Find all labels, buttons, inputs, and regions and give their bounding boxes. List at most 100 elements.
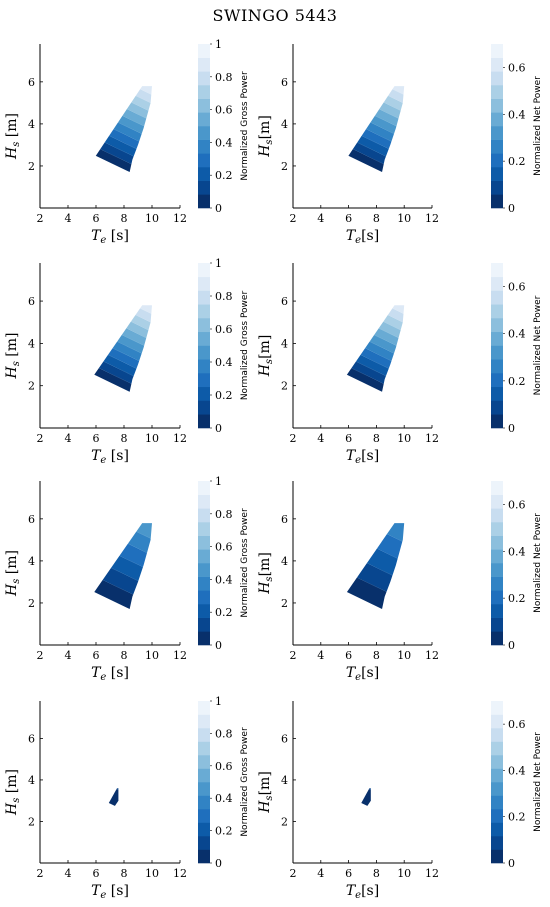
y-tick-label: 2	[281, 815, 288, 828]
colorbar-swatch	[198, 386, 210, 401]
contour-band	[75, 523, 152, 567]
x-tick-label: 10	[397, 867, 411, 880]
colorbar-tick-label: 0.6	[508, 718, 526, 731]
colorbar-swatch	[491, 112, 503, 127]
x-axis-label: Te[s]	[346, 448, 379, 466]
colorbar-swatch	[198, 590, 210, 605]
colorbar-tick-label: 0.4	[215, 136, 233, 149]
y-tick-label: 4	[281, 337, 288, 350]
colorbar-label: Normalized Net Power	[533, 295, 543, 395]
colorbar-tick-label: 0	[508, 639, 515, 652]
colorbar-label: Normalized Net Power	[533, 513, 543, 613]
x-tick-label: 6	[93, 867, 100, 880]
x-tick-label: 4	[65, 212, 72, 225]
colorbar-swatch	[198, 576, 210, 591]
contour-fill	[327, 523, 405, 620]
x-tick-label: 8	[373, 432, 380, 445]
colorbar-swatch	[198, 331, 210, 346]
colorbar-swatch	[198, 714, 210, 729]
colorbar: 0 0.2 0.4 0.6 Normalized Net Power	[491, 701, 543, 870]
colorbar-tick-label: 0.6	[215, 104, 233, 117]
x-tick-label: 10	[145, 212, 159, 225]
y-tick-label: 6	[281, 732, 288, 745]
colorbar-tick-label: 0	[508, 422, 515, 435]
colorbar-swatch	[198, 126, 210, 140]
x-tick-label: 10	[397, 649, 411, 662]
y-tick-label: 4	[28, 337, 35, 350]
contour-band	[327, 305, 405, 403]
contour-fill	[327, 305, 405, 403]
x-tick-label: 2	[37, 432, 44, 445]
colorbar-swatch	[491, 276, 503, 291]
colorbar-swatch	[198, 98, 210, 113]
colorbar-tick-label: 0.6	[508, 498, 526, 511]
colorbar-label: Normalized Gross Power	[240, 727, 250, 837]
colorbar-swatch	[491, 809, 503, 823]
contour-band	[75, 317, 152, 403]
contour-band	[327, 317, 405, 403]
x-tick-label: 4	[65, 432, 72, 445]
contour-band	[338, 89, 405, 183]
contour-band	[86, 86, 152, 122]
colorbar-swatch	[491, 180, 503, 195]
y-axis-label: Hs [m]	[4, 550, 22, 597]
y-tick-label: 6	[28, 295, 35, 308]
colorbar-tick-label: 0.8	[215, 71, 233, 84]
colorbar-swatch	[198, 701, 210, 715]
colorbar-swatch	[491, 386, 503, 401]
colorbar-swatch	[198, 167, 210, 181]
y-axis-label: Hs[m]	[257, 115, 275, 158]
colorbar-swatch	[198, 400, 210, 415]
colorbar-tick-label: 0.6	[215, 760, 233, 773]
contour-fill	[75, 305, 152, 403]
colorbar-swatch	[198, 494, 210, 509]
colorbar-tick-label: 0.2	[508, 592, 526, 605]
x-tick-label: 8	[121, 649, 128, 662]
colorbar-swatch	[198, 755, 210, 769]
colorbar-tick-label: 0.6	[508, 61, 526, 74]
colorbar: 0 0.2 0.4 0.6 0.8 1 Normalized Gross Power	[198, 475, 250, 652]
contour-band	[327, 326, 405, 403]
colorbar: 0 0.2 0.4 0.6 0.8 1 Normalized Gross Power	[198, 38, 250, 215]
contour-band	[75, 523, 152, 620]
x-tick-label: 4	[65, 649, 72, 662]
x-tick-label: 8	[373, 212, 380, 225]
colorbar-swatch	[491, 331, 503, 346]
colorbar-swatch	[491, 85, 503, 99]
contour-band	[327, 523, 405, 570]
colorbar-swatch	[491, 71, 503, 86]
x-tick-label: 2	[290, 212, 297, 225]
contour-band	[350, 788, 371, 824]
y-tick-label: 2	[281, 597, 288, 610]
y-tick-label: 2	[28, 160, 35, 173]
x-tick-label: 8	[121, 432, 128, 445]
y-tick-label: 2	[28, 815, 35, 828]
colorbar-swatch	[491, 701, 503, 715]
colorbar-swatch	[491, 290, 503, 305]
contour-fill	[86, 86, 152, 183]
contour-band	[86, 86, 152, 131]
colorbar-tick-label: 0	[215, 422, 222, 435]
x-tick-label: 6	[345, 649, 352, 662]
colorbar-tick-label: 0.4	[215, 356, 233, 369]
x-tick-label: 12	[425, 432, 439, 445]
x-axis-label: Te[s]	[346, 665, 379, 683]
subplot-3: 2 4 6 8 10 12 2 4 6 Te [s] Hs [m] 0 0.2 0.4 0.6 0.8 1 Nor…	[4, 257, 250, 466]
contour-fill	[350, 788, 371, 824]
subplot-2: 2 4 6 8 10 12 2 4 6 Te[s] Hs[m] 0 0.2 0.4 0.6 Normalize…	[257, 44, 543, 246]
colorbar-swatch	[198, 728, 210, 742]
colorbar: 0 0.2 0.4 0.6 Normalized Net Power	[491, 44, 543, 215]
colorbar-swatch	[491, 836, 503, 850]
x-tick-label: 12	[173, 432, 187, 445]
colorbar-swatch	[491, 263, 503, 278]
colorbar-tick-label: 0	[215, 202, 222, 215]
colorbar-tick-label: 0.8	[215, 508, 233, 521]
x-tick-label: 6	[93, 212, 100, 225]
colorbar-swatch	[198, 768, 210, 783]
subplot-7: 2 4 6 8 10 12 2 4 6 Te [s] Hs [m] 0 0.2 0.4 0.6 0.8 1 Nor…	[4, 695, 250, 901]
colorbar-tick-label: 0.2	[215, 389, 233, 402]
y-tick-label: 6	[28, 513, 35, 526]
colorbar-tick-label: 1	[215, 257, 222, 270]
colorbar-swatch	[198, 57, 210, 72]
contour-band	[338, 97, 405, 183]
